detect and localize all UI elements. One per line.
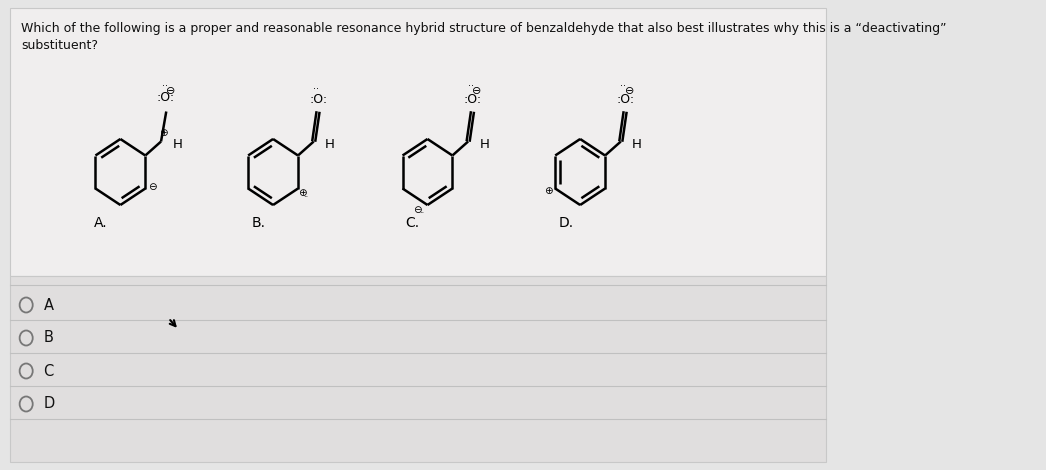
- FancyBboxPatch shape: [10, 8, 826, 276]
- Text: C: C: [44, 363, 54, 378]
- Text: D.: D.: [559, 216, 573, 230]
- Text: H: H: [479, 138, 490, 151]
- Text: ⊖: ⊖: [624, 86, 634, 95]
- Text: ··: ··: [620, 81, 627, 92]
- Text: :O:: :O:: [309, 93, 327, 106]
- Text: :O:: :O:: [616, 93, 634, 106]
- Text: ⊖: ⊖: [472, 86, 481, 95]
- Text: H: H: [632, 138, 642, 151]
- Text: ⊖: ⊖: [166, 86, 176, 95]
- Text: ··: ··: [468, 81, 474, 92]
- Text: H: H: [173, 138, 182, 151]
- Text: B.: B.: [251, 216, 266, 230]
- Text: ··: ··: [314, 85, 319, 94]
- Text: ⊖: ⊖: [147, 181, 157, 191]
- Text: D: D: [44, 397, 54, 412]
- Text: ··: ··: [161, 81, 167, 92]
- Text: ⊕: ⊕: [298, 188, 306, 198]
- Text: H: H: [325, 138, 335, 151]
- Text: ⊕: ⊕: [544, 187, 552, 196]
- Text: A.: A.: [94, 216, 108, 230]
- Text: B: B: [44, 330, 53, 345]
- Text: :O:: :O:: [156, 91, 175, 104]
- Text: ··: ··: [418, 210, 424, 219]
- Text: ⊖: ⊖: [412, 205, 422, 215]
- Text: A: A: [44, 298, 53, 313]
- FancyBboxPatch shape: [10, 276, 826, 462]
- Text: :O:: :O:: [463, 93, 481, 106]
- Text: ⊕: ⊕: [159, 127, 168, 138]
- Text: Which of the following is a proper and reasonable resonance hybrid structure of : Which of the following is a proper and r…: [21, 22, 947, 35]
- Text: C.: C.: [406, 216, 419, 230]
- Text: substituent?: substituent?: [21, 39, 98, 52]
- Text: ··: ··: [303, 193, 309, 202]
